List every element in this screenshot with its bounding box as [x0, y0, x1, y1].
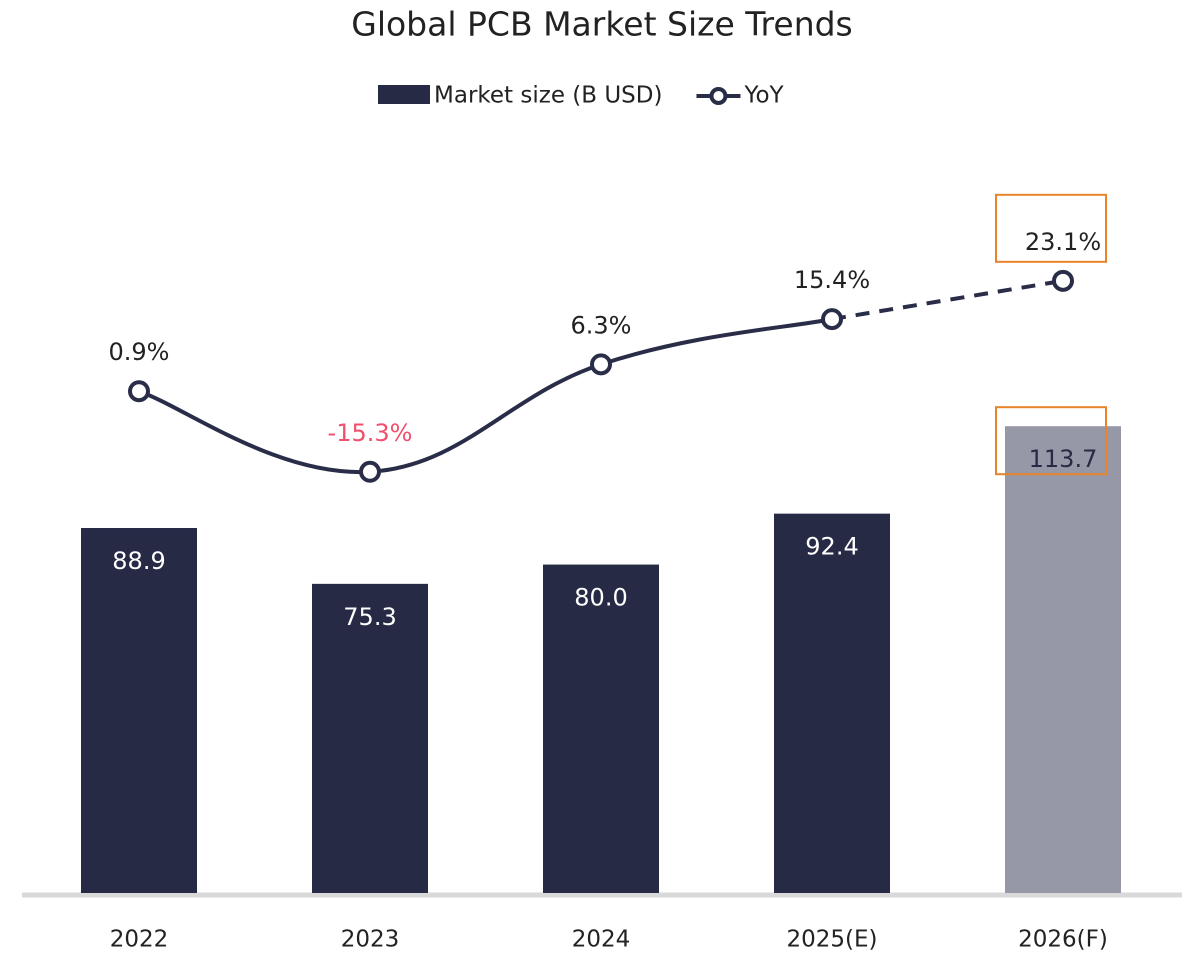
- bar: [81, 528, 197, 893]
- data-label: 113.7: [1029, 445, 1098, 473]
- legend-swatch: [378, 85, 430, 104]
- data-label: 80.0: [574, 584, 627, 612]
- data-label: 15.4%: [794, 266, 870, 294]
- point: [359, 460, 381, 483]
- highlight-box: [995, 406, 1107, 476]
- data-label: 6.3%: [571, 311, 632, 339]
- data-label: -15.3%: [328, 419, 413, 447]
- bar: [774, 513, 890, 893]
- x-tick-label: 2023: [341, 927, 400, 953]
- x-tick-label: 2024: [572, 927, 631, 953]
- point: [821, 308, 843, 331]
- highlight-box: [995, 193, 1107, 263]
- line: [138, 317, 833, 474]
- x-tick-label: 2026(F): [1018, 927, 1108, 953]
- legend-marker: [709, 87, 728, 105]
- bar: [543, 564, 659, 893]
- bar: [1005, 426, 1121, 893]
- bar: [312, 583, 428, 893]
- x-tick-label: 2022: [110, 927, 169, 953]
- data-label: 23.1%: [1025, 228, 1101, 256]
- data-label: 0.9%: [109, 338, 170, 366]
- x-tick-label: 2025(E): [786, 927, 877, 953]
- chart-title: Global PCB Market Size Trends: [351, 5, 853, 44]
- legend-label: YoY: [743, 83, 784, 109]
- data-label: 88.9: [112, 547, 165, 575]
- legend: Market size (B USD) YoY: [378, 83, 785, 109]
- point: [590, 353, 612, 376]
- legend-label: Market size (B USD): [434, 83, 662, 109]
- data-label: 92.4: [805, 533, 858, 561]
- data-label: 75.3: [343, 603, 396, 631]
- point: [128, 380, 150, 403]
- point: [1052, 269, 1074, 292]
